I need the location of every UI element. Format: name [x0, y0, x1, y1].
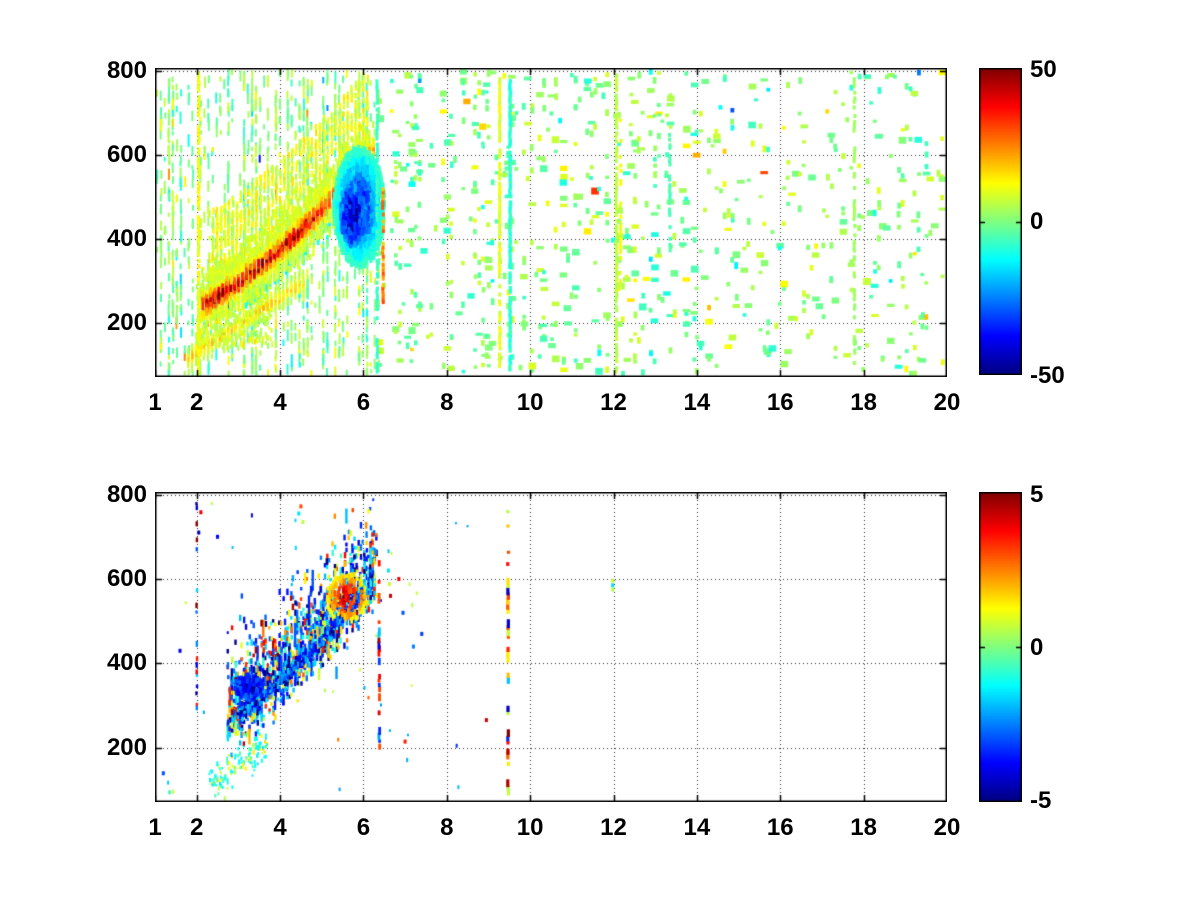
x-tick-label: 2: [189, 389, 204, 416]
x-tick-label: 16: [766, 814, 794, 841]
x-tick-label: 18: [850, 814, 877, 841]
x-tick-label: 20: [933, 389, 961, 416]
y-tick-label: 200: [106, 733, 147, 761]
x-tick-label: 12: [600, 389, 627, 416]
y-tick-label: 400: [106, 224, 147, 252]
bottom-colorbar: [979, 492, 1022, 802]
top-colorbar-zero-label: 0: [1030, 208, 1044, 235]
top-heatmap-canvas: [155, 68, 947, 377]
y-tick-label: 800: [106, 480, 147, 508]
x-tick-label: 8: [440, 389, 454, 416]
y-tick-label: 800: [106, 56, 147, 84]
y-tick-label: 200: [106, 309, 147, 337]
x-tick-label: 18: [850, 389, 877, 416]
y-tick-label: 600: [106, 565, 147, 592]
x-tick-label: 16: [766, 389, 794, 416]
top-colorbar-min-label: -50: [1030, 362, 1065, 389]
x-tick-label: 1: [148, 814, 162, 841]
top-colorbar-canvas: [979, 68, 1022, 375]
x-tick-label: 2: [189, 814, 204, 841]
x-tick-label: 1: [148, 389, 162, 416]
bottom-colorbar-max-label: 5: [1030, 481, 1044, 508]
x-tick-label: 10: [516, 389, 544, 416]
bottom-heatmap-canvas: [155, 492, 947, 802]
x-tick-label: 20: [933, 814, 961, 841]
x-tick-label: 14: [683, 389, 711, 416]
bottom-colorbar-canvas: [979, 492, 1022, 802]
bottom-plot-axes: [155, 492, 947, 802]
x-tick-label: 6: [356, 814, 371, 841]
x-tick-label: 6: [356, 389, 371, 416]
bottom-colorbar-min-label: -5: [1030, 787, 1052, 814]
y-tick-label: 600: [106, 140, 147, 168]
x-tick-label: 4: [273, 389, 287, 416]
x-tick-label: 8: [440, 814, 454, 841]
x-tick-label: 4: [273, 814, 287, 841]
x-tick-label: 12: [600, 814, 627, 841]
bottom-colorbar-zero-label: 0: [1030, 634, 1044, 661]
x-tick-label: 14: [683, 814, 711, 841]
top-colorbar-max-label: 50: [1030, 56, 1057, 83]
x-tick-label: 10: [516, 814, 544, 841]
y-tick-label: 400: [106, 649, 147, 677]
top-plot-axes: [155, 68, 947, 377]
top-colorbar: [979, 68, 1022, 375]
